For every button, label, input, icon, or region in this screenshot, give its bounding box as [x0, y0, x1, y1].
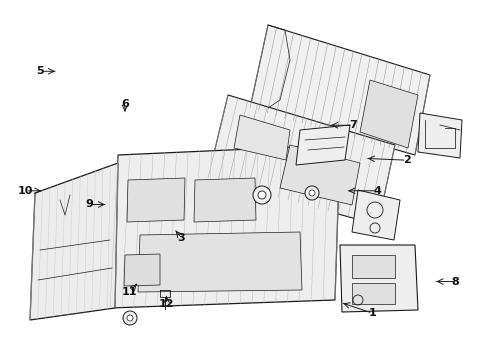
Circle shape — [127, 315, 133, 321]
Text: 9: 9 — [86, 199, 94, 210]
Circle shape — [253, 186, 271, 204]
Circle shape — [258, 191, 266, 199]
Text: 12: 12 — [159, 299, 174, 309]
Polygon shape — [127, 178, 185, 222]
Polygon shape — [208, 95, 395, 225]
Polygon shape — [296, 125, 350, 165]
Text: 6: 6 — [121, 99, 129, 109]
Text: 5: 5 — [36, 66, 44, 76]
Polygon shape — [280, 145, 360, 205]
Circle shape — [309, 190, 315, 196]
Text: 3: 3 — [177, 233, 185, 243]
Polygon shape — [138, 232, 302, 292]
Polygon shape — [234, 115, 290, 160]
Polygon shape — [194, 178, 256, 222]
Text: 1: 1 — [368, 308, 376, 318]
Polygon shape — [352, 283, 395, 304]
Polygon shape — [352, 190, 400, 240]
Text: 10: 10 — [18, 186, 33, 196]
Polygon shape — [250, 25, 430, 155]
Circle shape — [123, 311, 137, 325]
Text: 4: 4 — [373, 186, 381, 196]
Text: 2: 2 — [403, 155, 411, 165]
Polygon shape — [110, 145, 340, 308]
Text: 7: 7 — [349, 120, 357, 130]
Circle shape — [305, 186, 319, 200]
Text: 11: 11 — [122, 287, 138, 297]
Polygon shape — [30, 163, 118, 320]
Polygon shape — [124, 254, 160, 286]
Polygon shape — [418, 113, 462, 158]
Polygon shape — [360, 80, 418, 148]
Polygon shape — [352, 255, 395, 278]
Text: 8: 8 — [452, 276, 460, 287]
Polygon shape — [340, 245, 418, 312]
